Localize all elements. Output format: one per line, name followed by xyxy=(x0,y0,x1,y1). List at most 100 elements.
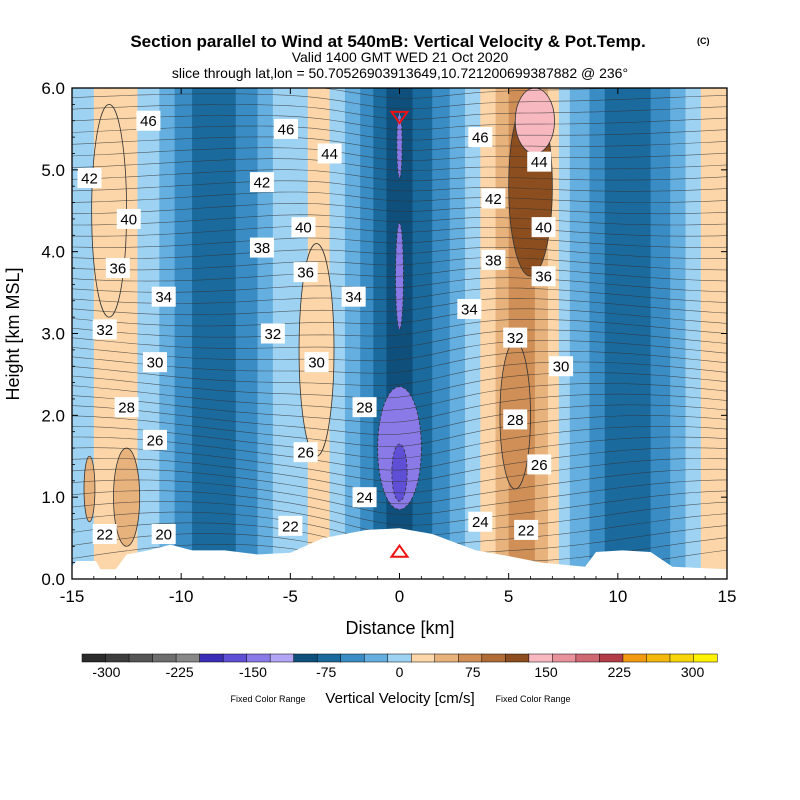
theta-label-2: 44 xyxy=(321,146,338,163)
theta-label-bg-14 xyxy=(142,352,167,373)
y-tick-label-3: 3.0 xyxy=(41,325,65,344)
theta-label-34: 30 xyxy=(553,359,570,376)
w-band-3 xyxy=(159,88,176,579)
colorbar-swatch-11 xyxy=(340,653,365,663)
theta-isoline-13 xyxy=(72,404,727,436)
theta-label-8: 36 xyxy=(110,261,127,278)
theta-label-bg-23 xyxy=(278,515,303,536)
theta-label-bg-21 xyxy=(468,511,493,532)
colorbar-tick-7: 225 xyxy=(608,664,632,680)
y-tick-label-4: 4.0 xyxy=(41,243,65,262)
theta-label-35: 28 xyxy=(507,412,524,429)
chart-subtitle-valid: Valid 1400 GMT WED 21 Oct 2020 xyxy=(292,49,509,65)
theta-label-4: 42 xyxy=(254,175,271,192)
theta-isoline-38 xyxy=(72,136,727,151)
theta-label-24: 22 xyxy=(518,522,535,539)
theta-isoline-23 xyxy=(72,297,727,316)
y-tick-label-6: 6.0 xyxy=(41,79,65,98)
colorbar-swatch-24 xyxy=(646,653,671,663)
w-cell-9 xyxy=(113,447,141,547)
theta-label-bg-34 xyxy=(549,356,574,377)
colorbar-swatch-26 xyxy=(693,653,718,663)
w-band-11 xyxy=(344,88,361,579)
colorbar-tick-4: 0 xyxy=(396,664,404,680)
colorbar-swatch-0 xyxy=(81,653,107,663)
theta-label-bg-0 xyxy=(136,110,161,131)
theta-label-bg-13 xyxy=(260,323,285,344)
theta-isoline-41 xyxy=(72,104,727,120)
colorbar-swatch-19 xyxy=(528,653,553,663)
theta-label-bg-27 xyxy=(527,151,552,172)
colorbar-label: Vertical Velocity [cm/s] xyxy=(325,690,474,707)
colorbar-swatch-10 xyxy=(316,653,342,663)
colorbar-tick-1: -225 xyxy=(166,664,194,680)
theta-isoline-5 xyxy=(72,490,727,526)
theta-isoline-9 xyxy=(72,447,727,482)
w-cell-5 xyxy=(514,88,555,154)
w-band-24 xyxy=(558,88,571,579)
chart-title-mark: (C) xyxy=(697,36,710,46)
theta-label-10: 34 xyxy=(155,289,172,306)
w-band-12 xyxy=(360,88,374,579)
theta-label-bg-28 xyxy=(481,188,506,209)
colorbar-swatch-15 xyxy=(434,653,459,663)
colorbar-swatch-5 xyxy=(199,653,224,663)
colorbar-swatch-16 xyxy=(458,653,483,663)
theta-label-bg-16 xyxy=(114,397,139,418)
theta-label-26: 46 xyxy=(472,130,489,147)
colorbar-swatch-7 xyxy=(246,653,271,663)
theta-label-16: 28 xyxy=(118,400,135,417)
w-band-28 xyxy=(650,88,671,579)
theta-label-1: 46 xyxy=(278,121,295,138)
colorbar-swatch-4 xyxy=(175,653,201,663)
x-axis-label: Distance [km] xyxy=(345,618,454,638)
colorbar-swatch-2 xyxy=(128,653,154,663)
x-tick-label-4: 5 xyxy=(504,587,513,606)
chart-subtitle-slice: slice through lat,lon = 50.7052690391364… xyxy=(172,65,628,81)
theta-isoline-16 xyxy=(72,372,727,399)
colorbar-tick-8: 300 xyxy=(681,664,705,680)
colorbar-swatch-20 xyxy=(552,653,577,663)
theta-label-bg-36 xyxy=(527,454,552,475)
theta-isoline-33 xyxy=(72,191,727,203)
x-tick-label-5: 10 xyxy=(608,587,627,606)
theta-label-33: 32 xyxy=(507,330,524,347)
theta-label-6: 40 xyxy=(295,220,312,237)
vertical-velocity-field xyxy=(72,88,727,579)
w-band-30 xyxy=(685,88,702,579)
theta-label-bg-11 xyxy=(341,286,366,307)
theta-label-bg-3 xyxy=(77,168,102,189)
theta-isoline-42 xyxy=(72,93,727,110)
theta-isoline-40 xyxy=(72,115,727,131)
theta-label-bg-2 xyxy=(317,143,342,164)
colorbar-swatch-12 xyxy=(363,653,389,663)
theta-label-7: 38 xyxy=(254,240,271,257)
theta-label-30: 38 xyxy=(485,252,502,269)
theta-label-23: 22 xyxy=(282,518,299,535)
theta-label-15: 30 xyxy=(308,355,325,372)
y-axis: 0.0 1.0 2.0 3.0 4.0 5.0 6.0 xyxy=(41,79,727,589)
theta-label-0: 46 xyxy=(140,113,157,130)
w-band-2 xyxy=(137,88,160,579)
theta-label-bg-15 xyxy=(304,352,329,373)
terrain-mask xyxy=(72,528,727,579)
potential-temperature-isolines xyxy=(72,88,727,576)
w-band-4 xyxy=(174,88,193,579)
x-tick-label-2: -5 xyxy=(283,587,298,606)
theta-isoline-37 xyxy=(72,147,727,161)
colorbar-swatch-14 xyxy=(411,653,436,663)
w-band-27 xyxy=(604,88,652,579)
w-band-29 xyxy=(670,88,687,579)
theta-label-3: 42 xyxy=(81,171,98,188)
colorbar-tick-6: 150 xyxy=(534,664,558,680)
contour-labels: 46 46 44 42 42 40 40 38 36 36 34 34 32 32 30 30 28 28 26 26… xyxy=(77,110,574,544)
chart-title: Section parallel to Wind at 540mB: Verti… xyxy=(130,32,645,51)
w-band-6 xyxy=(235,88,259,579)
y-tick-label-2: 2.0 xyxy=(41,406,65,425)
theta-isoline-29 xyxy=(72,237,727,248)
theta-label-18: 26 xyxy=(147,432,164,449)
theta-label-bg-26 xyxy=(468,127,493,148)
theta-label-bg-18 xyxy=(142,429,167,450)
x-tick-label-6: 15 xyxy=(718,587,737,606)
